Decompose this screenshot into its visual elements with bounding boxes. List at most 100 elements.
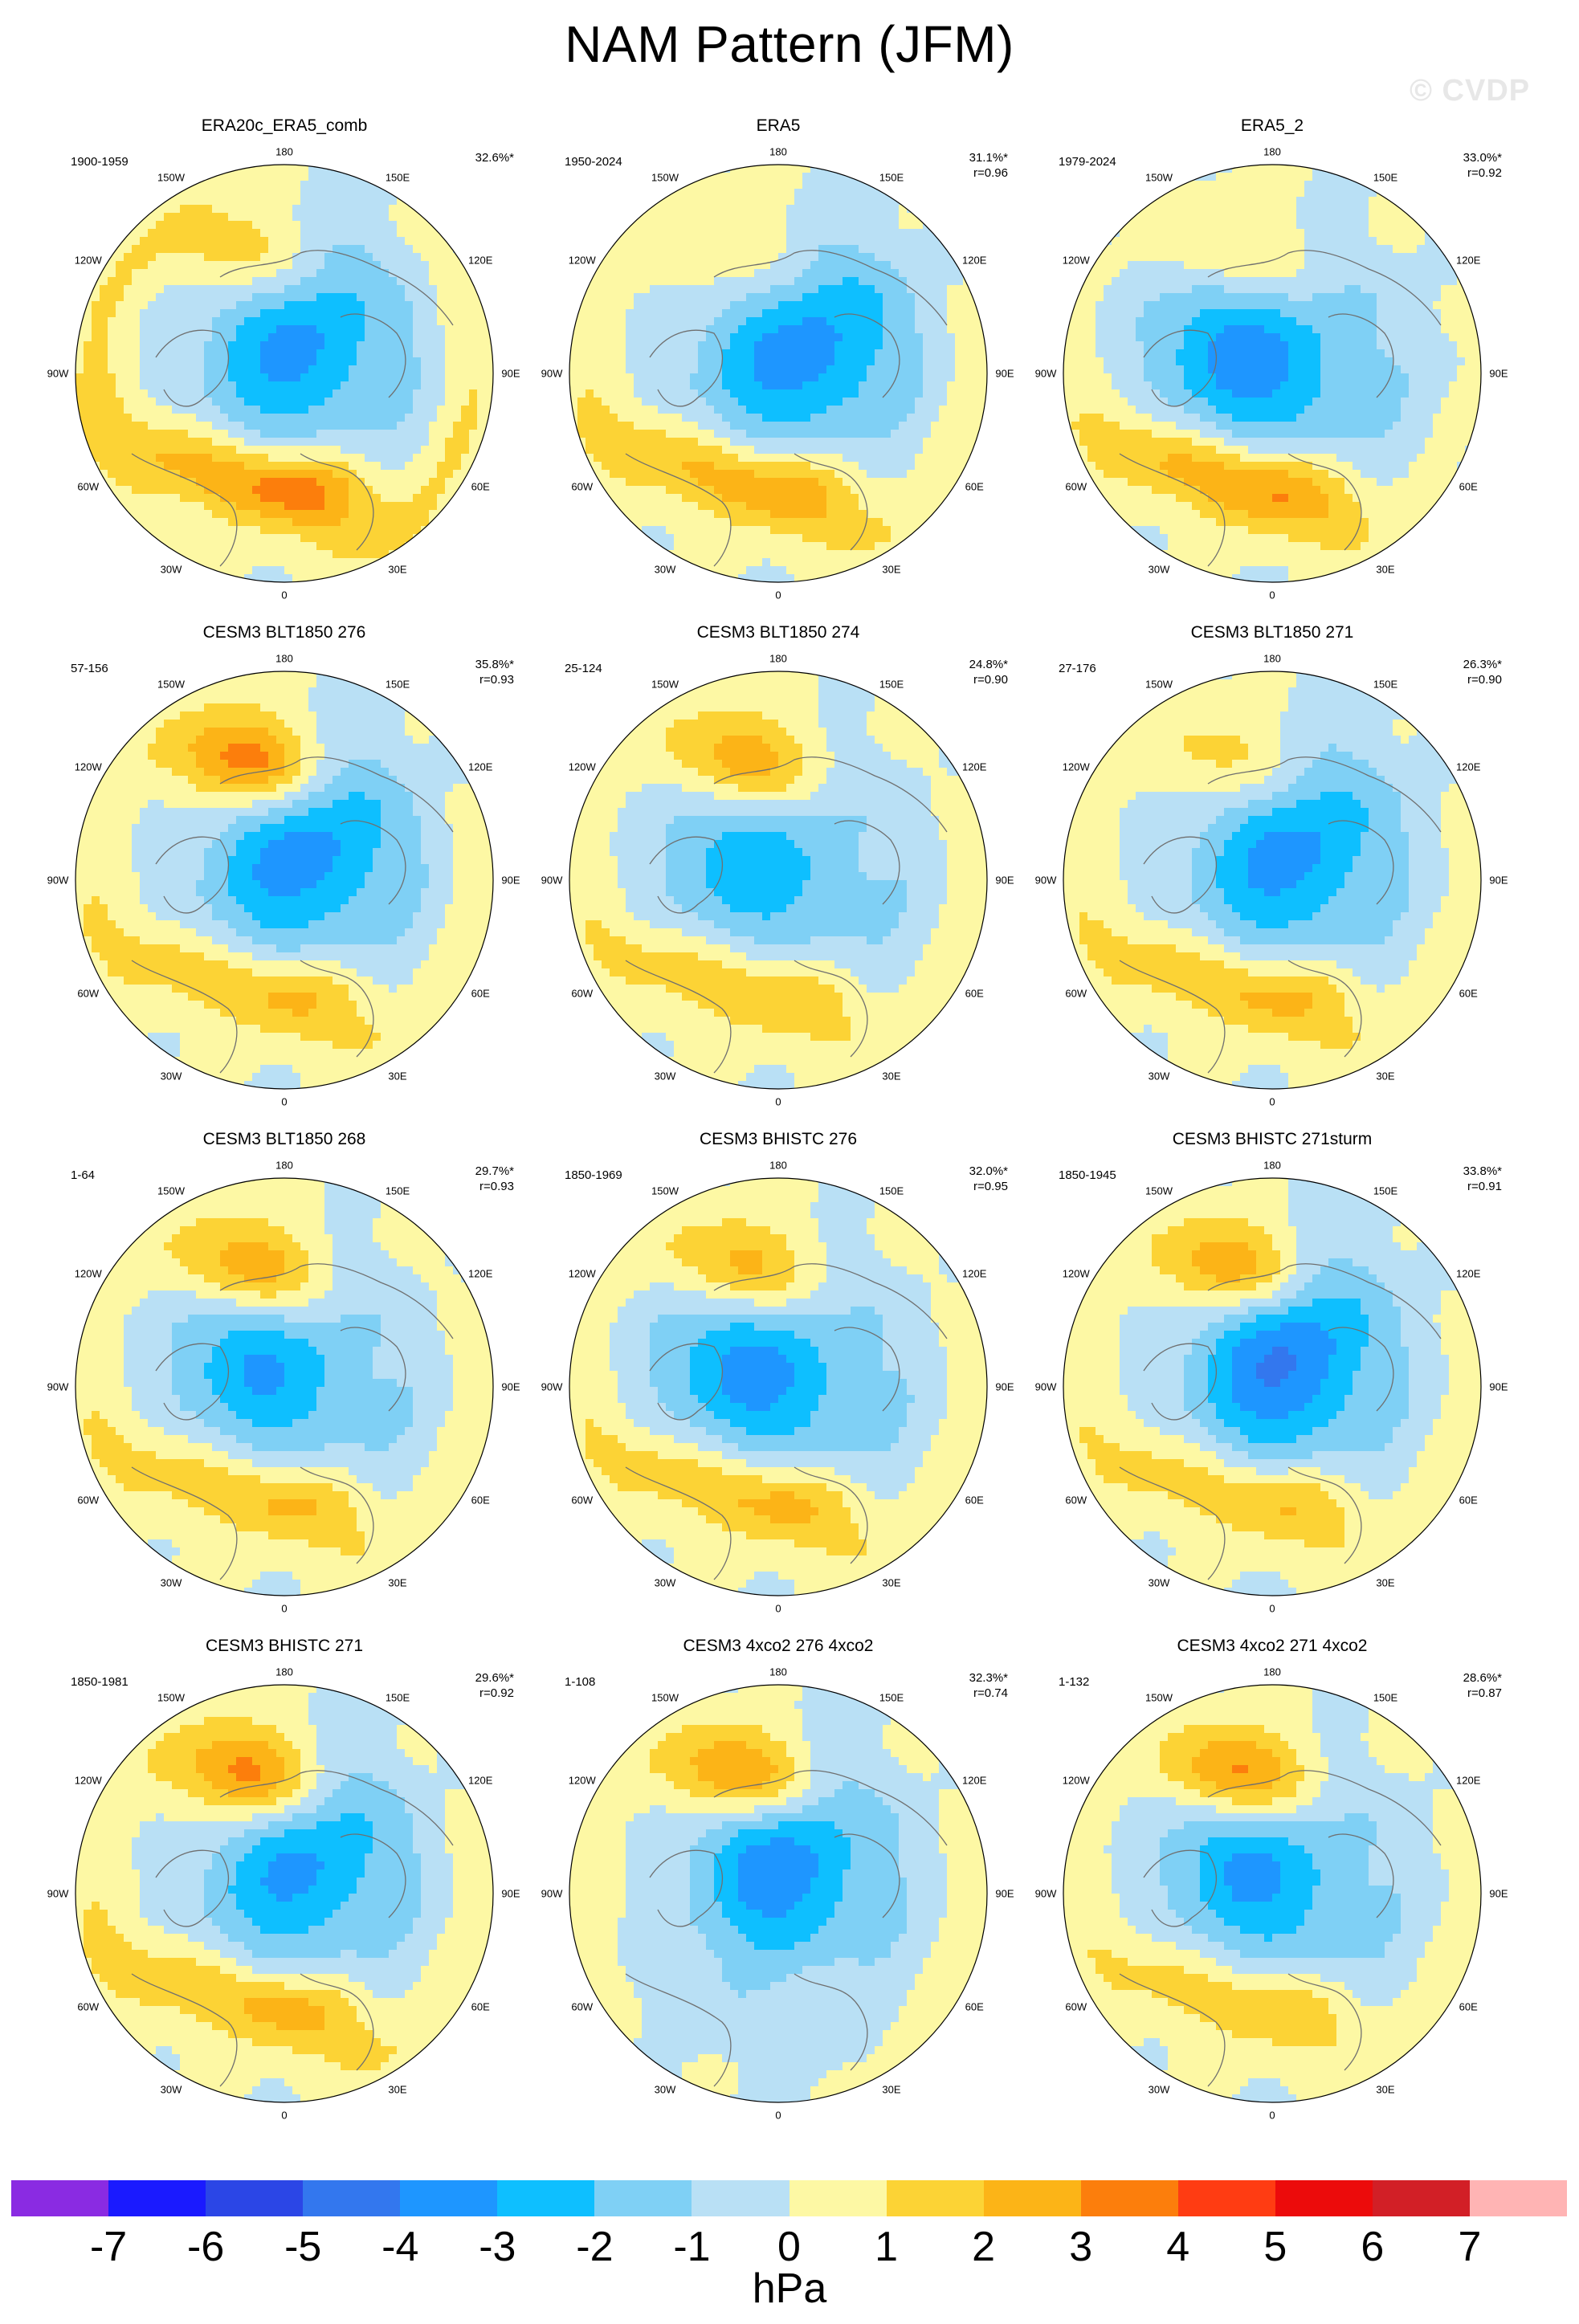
colorbar-tick-label: 2 — [972, 2223, 995, 2271]
explained-variance: 32.0%* — [969, 1164, 1008, 1179]
longitude-label: 30W — [161, 564, 182, 576]
colorbar-units: hPa — [0, 2265, 1579, 2313]
longitude-label: 60E — [1459, 988, 1478, 1000]
coastline — [1143, 836, 1218, 914]
longitude-label: 90W — [1035, 875, 1057, 887]
longitude-label: 30E — [1376, 2084, 1394, 2096]
longitude-label: 60W — [77, 481, 99, 493]
panel-title: ERA20c_ERA5_comb — [35, 116, 533, 136]
longitude-label: 90W — [47, 1888, 69, 1900]
colorbar-box — [1469, 2180, 1567, 2216]
longitude-label: 150W — [1145, 1691, 1173, 1703]
pressure-field — [75, 1178, 493, 1596]
pressure-field — [75, 1685, 493, 2102]
explained-variance: 32.3%* — [969, 1670, 1008, 1686]
pressure-field — [569, 671, 987, 1089]
map-panel: CESM3 4xco2 276 4xco2 1-108 32.3%* r=0.74 18… — [529, 1637, 1027, 2134]
longitude-label: 60E — [965, 481, 984, 493]
longitude-label: 120E — [1456, 761, 1480, 773]
longitude-label: 30E — [1376, 564, 1394, 576]
longitude-label: 150E — [879, 171, 904, 183]
longitude-label: 90W — [47, 368, 69, 380]
map-panel: ERA20c_ERA5_comb 1900-1959 32.6%* 180 150E 12… — [35, 116, 533, 614]
longitude-label: 30W — [655, 1577, 676, 1589]
longitude-label: 0 — [1269, 2110, 1275, 2122]
longitude-label: 150E — [386, 171, 410, 183]
longitude-label: 120E — [962, 1775, 986, 1787]
panel-title: CESM3 BHISTC 271 — [35, 1637, 533, 1656]
panel-title: CESM3 4xco2 276 4xco2 — [529, 1637, 1027, 1656]
longitude-label: 180 — [769, 1160, 787, 1172]
coastline — [794, 1973, 868, 2071]
map-border — [569, 671, 988, 1090]
colorbar-box — [1080, 2180, 1178, 2216]
longitude-label: 180 — [275, 1160, 293, 1172]
colorbar-tick-label: 5 — [1263, 2223, 1287, 2271]
longitude-label: 120W — [569, 255, 596, 267]
longitude-label: 150E — [879, 1691, 904, 1703]
longitude-label: 0 — [775, 589, 781, 601]
panel-years: 27-176 — [1059, 662, 1096, 675]
longitude-label: 60E — [1459, 2001, 1478, 2013]
longitude-label: 150W — [1145, 171, 1173, 183]
longitude-label: 60W — [571, 988, 593, 1000]
coastline — [1143, 1849, 1218, 1927]
colorbar-box — [206, 2180, 304, 2216]
colorbar-tick-label: 0 — [777, 2223, 801, 2271]
coastline — [340, 1833, 406, 1918]
panel-title: CESM3 4xco2 271 4xco2 — [1023, 1637, 1521, 1656]
longitude-label: 120E — [1456, 1775, 1480, 1787]
panel-years: 57-156 — [71, 662, 108, 675]
longitude-label: 30W — [1149, 1070, 1170, 1082]
colorbar-box — [11, 2180, 109, 2216]
colorbar-tick-label: -1 — [673, 2223, 710, 2271]
longitude-label: 60W — [77, 2001, 99, 2013]
longitude-label: 180 — [1263, 653, 1281, 665]
longitude-label: 150W — [157, 1691, 185, 1703]
longitude-label: 90E — [501, 1888, 520, 1900]
explained-variance: 33.8%* — [1463, 1164, 1502, 1179]
longitude-label: 30W — [161, 1070, 182, 1082]
longitude-label: 120E — [468, 255, 492, 267]
colorbar-box — [400, 2180, 498, 2216]
longitude-label: 180 — [275, 146, 293, 158]
longitude-label: 90E — [501, 368, 520, 380]
polar-map — [1063, 1684, 1482, 2103]
panel-stats: 31.1%* r=0.96 — [969, 150, 1008, 181]
pressure-field — [569, 1685, 987, 2102]
map-panel: ERA5_2 1979-2024 33.0%* r=0.92 180 150E 120E 90… — [1023, 116, 1521, 614]
longitude-label: 0 — [281, 1603, 287, 1615]
colorbar-box — [692, 2180, 790, 2216]
longitude-label: 30E — [388, 2084, 406, 2096]
map-panel: CESM3 BLT1850 268 1-64 29.7%* r=0.93 180 150E… — [35, 1130, 533, 1628]
longitude-label: 120E — [468, 1775, 492, 1787]
pattern-correlation: r=0.96 — [969, 165, 1008, 181]
coastline — [340, 820, 406, 905]
coastline — [340, 1327, 406, 1412]
longitude-label: 60W — [1065, 988, 1087, 1000]
panel-years: 1979-2024 — [1059, 155, 1116, 169]
pattern-correlation: r=0.95 — [969, 1179, 1008, 1194]
map-panel: CESM3 BLT1850 271 27-176 26.3%* r=0.90 180 15… — [1023, 623, 1521, 1121]
map-panel: CESM3 BLT1850 274 25-124 24.8%* r=0.90 180 15… — [529, 623, 1027, 1121]
colorbar-box — [1372, 2180, 1470, 2216]
explained-variance: 29.6%* — [475, 1670, 514, 1686]
longitude-label: 60W — [1065, 481, 1087, 493]
panel-years: 1950-2024 — [565, 155, 622, 169]
coastline — [649, 1343, 724, 1421]
colorbar-box — [497, 2180, 595, 2216]
coastline — [834, 1327, 900, 1412]
coastline — [131, 453, 238, 567]
colorbar-box — [1177, 2180, 1275, 2216]
longitude-label: 60W — [571, 2001, 593, 2013]
longitude-label: 60E — [965, 988, 984, 1000]
coastline — [155, 1849, 230, 1927]
polar-map — [75, 164, 494, 583]
map-panel: CESM3 BHISTC 271sturm 1850-1945 33.8%* r=0.… — [1023, 1130, 1521, 1628]
longitude-label: 0 — [775, 1603, 781, 1615]
explained-variance: 32.6%* — [475, 150, 514, 165]
longitude-label: 30W — [1149, 1577, 1170, 1589]
longitude-label: 180 — [1263, 1666, 1281, 1678]
pressure-field — [1063, 671, 1481, 1089]
longitude-label: 150W — [157, 1184, 185, 1197]
